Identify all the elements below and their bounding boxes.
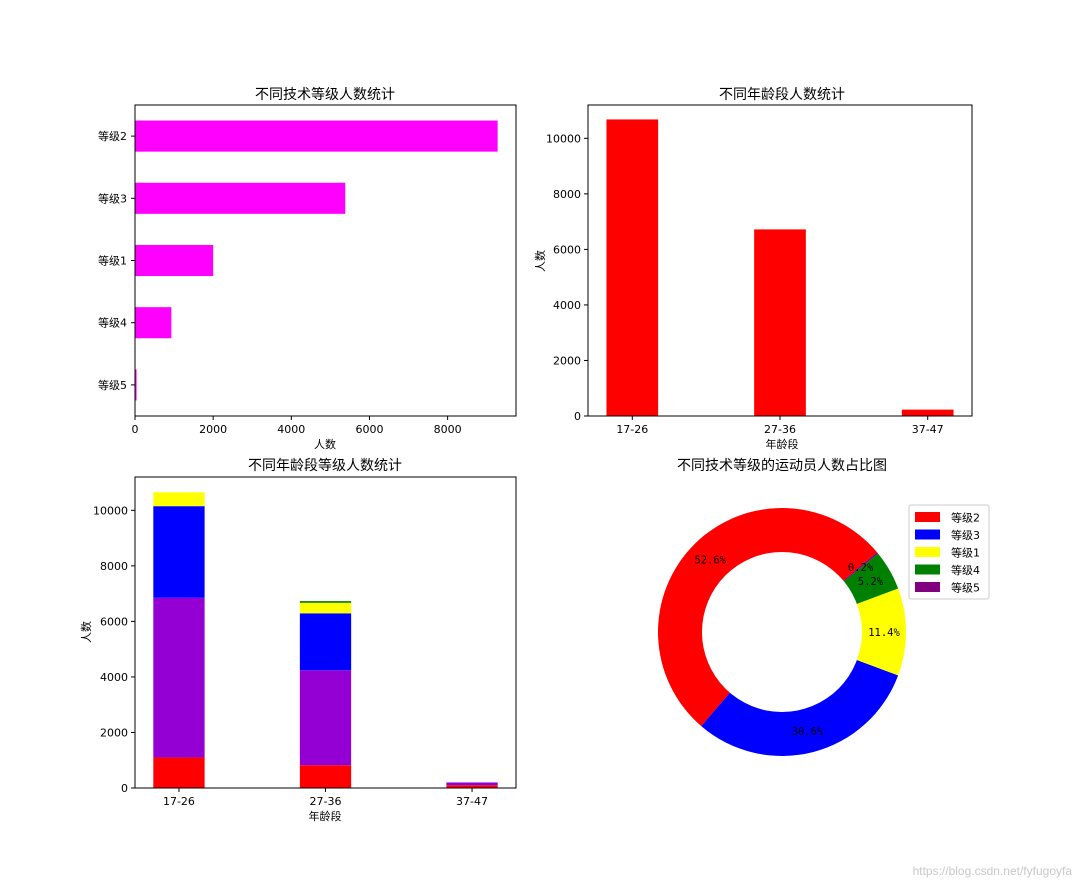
y-tick-label: 0 (574, 410, 581, 423)
watermark: https://blog.csdn.net/fyfugoyfa (912, 864, 1072, 878)
stacked-segment-27-36-1 (299, 670, 352, 766)
x-tick-label: 37-47 (456, 795, 488, 808)
chart1-xlabel: 人数 (314, 438, 336, 451)
pct-label-等级1: 11.4% (868, 627, 900, 639)
bar-17-26 (606, 119, 659, 417)
y-tick-label: 等级5 (98, 378, 127, 392)
bar-等级5 (135, 369, 137, 401)
legend-label-等级4: 等级4 (951, 563, 980, 577)
chart3-axes-frame (134, 476, 517, 789)
y-tick-label: 10000 (546, 132, 581, 145)
chart3-ylabel: 人数 (80, 621, 93, 643)
pct-label-等级5: 0.2% (848, 562, 874, 574)
chart2-axes-frame (587, 104, 973, 417)
y-tick-label: 4000 (553, 299, 581, 312)
bar-等级1 (135, 244, 214, 277)
stacked-segment-17-26-2 (153, 506, 205, 598)
x-tick-label: 0 (132, 423, 139, 436)
legend-swatch-等级4 (915, 564, 940, 575)
y-tick-label: 6000 (100, 615, 128, 628)
legend-swatch-等级2 (915, 512, 940, 522)
stacked-segment-17-26-0 (153, 757, 205, 788)
x-tick-label: 37-47 (912, 423, 944, 436)
age-group-bar-chart: 不同年龄段人数统计 年龄段 人数 0 2000 4000 6000 8000 10000 1… (534, 87, 973, 451)
x-tick-label: 17-26 (616, 423, 648, 436)
tech-level-bar-chart: 不同技术等级人数统计 人数 等级2 等级3 等级1 等级4 等级5 0 2000 4000 60… (98, 86, 517, 451)
bar-等级4 (135, 307, 172, 339)
pct-label-等级2: 52.6% (694, 554, 726, 566)
y-tick-label: 等级3 (98, 191, 127, 205)
bar-37-47 (901, 409, 954, 416)
y-tick-label: 10000 (93, 504, 128, 517)
pct-label-等级4: 5.2% (858, 576, 884, 588)
y-tick-label: 等级4 (98, 316, 127, 330)
x-tick-label: 27-36 (310, 795, 342, 808)
stacked-segment-17-26-1 (153, 597, 205, 758)
legend-swatch-等级3 (915, 529, 940, 540)
stacked-segment-27-36-0 (299, 765, 352, 788)
chart1-title: 不同技术等级人数统计 (255, 86, 395, 103)
x-tick-label: 27-36 (764, 423, 796, 436)
chart3-title: 不同年龄段等级人数统计 (248, 457, 402, 474)
stacked-segment-37-47-1 (446, 782, 498, 786)
y-tick-label: 2000 (100, 726, 128, 739)
x-tick-label: 8000 (434, 423, 462, 436)
legend-label-等级1: 等级1 (951, 546, 980, 560)
donut-hole (702, 552, 862, 712)
stacked-segment-37-47-0 (446, 785, 498, 788)
stacked-segment-17-26-3 (153, 492, 205, 507)
y-tick-label: 等级1 (98, 254, 127, 268)
x-tick-label: 4000 (277, 423, 305, 436)
y-tick-label: 等级2 (98, 129, 127, 143)
chart2-title: 不同年龄段人数统计 (719, 87, 845, 103)
stacked-segment-27-36-4 (299, 601, 352, 603)
pct-label-等级3: 30.6% (792, 726, 824, 738)
chart2-xlabel: 年龄段 (766, 437, 799, 451)
bar-等级3 (135, 182, 346, 214)
chart1-axes-frame (134, 104, 517, 417)
stacked-segment-27-36-3 (299, 602, 352, 614)
legend-label-等级2: 等级2 (951, 511, 980, 525)
bar-等级2 (135, 120, 498, 152)
bar-27-36 (754, 229, 806, 416)
y-tick-label: 2000 (553, 354, 581, 367)
legend-swatch-等级1 (915, 547, 940, 557)
stacked-segment-27-36-2 (299, 613, 352, 671)
y-tick-label: 8000 (553, 188, 581, 201)
chart4-legend: 等级2 等级3 等级1 等级4 等级5 (908, 504, 990, 600)
x-tick-label: 2000 (199, 423, 227, 436)
x-tick-label: 17-26 (163, 795, 195, 808)
legend-swatch-等级5 (915, 582, 940, 592)
x-tick-label: 6000 (355, 423, 383, 436)
y-tick-label: 8000 (100, 560, 128, 573)
legend-label-等级5: 等级5 (951, 581, 980, 595)
chart2-ylabel: 人数 (534, 250, 547, 272)
y-tick-label: 6000 (553, 243, 581, 256)
legend-label-等级3: 等级3 (951, 528, 980, 542)
chart4-title: 不同技术等级的运动员人数占比图 (677, 457, 887, 474)
y-tick-label: 0 (121, 782, 128, 795)
tech-level-donut-chart: 不同技术等级的运动员人数占比图 52.6%30.6%11.4%5.2%0.2% … (658, 457, 990, 756)
age-group-level-stacked-chart: 不同年龄段等级人数统计 年龄段 人数 0 2000 4000 6000 8000 1000… (80, 457, 517, 823)
y-tick-label: 4000 (100, 671, 128, 684)
chart3-xlabel: 年龄段 (309, 809, 342, 823)
